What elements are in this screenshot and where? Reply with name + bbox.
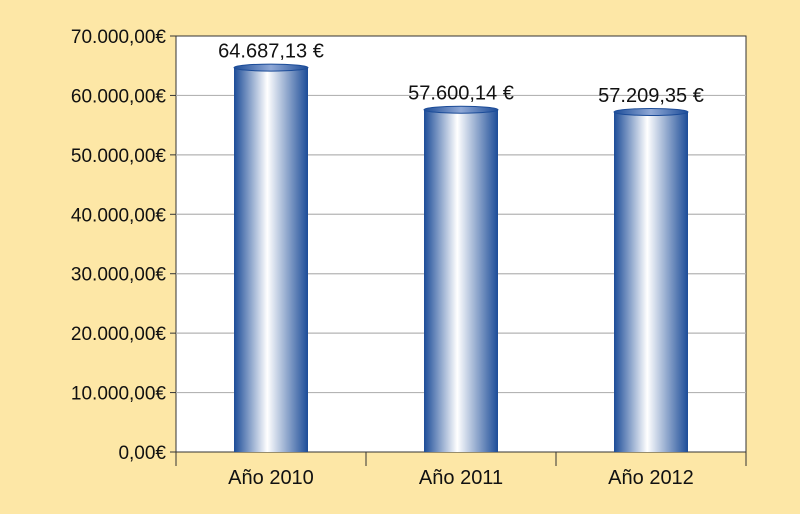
y-tick-label: 60.000,00€ bbox=[71, 86, 167, 107]
bar-cap bbox=[423, 105, 499, 114]
bar-value-label: 57.600,14 € bbox=[408, 83, 514, 105]
bar-cap bbox=[613, 108, 689, 117]
bar bbox=[234, 67, 308, 453]
y-tick-label: 30.000,00€ bbox=[71, 265, 167, 286]
y-tick-label: 50.000,00€ bbox=[71, 146, 167, 167]
labels: 0,00€ 10.000,00€ 20.000,00€ 30.000,00€ 40.00… bbox=[71, 27, 704, 489]
y-tick-label: 10.000,00€ bbox=[71, 384, 167, 405]
bars bbox=[233, 63, 689, 453]
axes bbox=[170, 35, 747, 466]
bar-cap bbox=[233, 63, 309, 72]
bar-value-label: 64.687,13 € bbox=[218, 41, 324, 63]
x-category-label: Año 2010 bbox=[228, 467, 314, 489]
y-tick-label: 20.000,00€ bbox=[71, 324, 167, 345]
y-tick-label: 70.000,00€ bbox=[71, 27, 167, 48]
x-category-label: Año 2012 bbox=[608, 467, 694, 489]
bar-value-label: 57.209,35 € bbox=[598, 85, 704, 107]
bar bbox=[614, 112, 688, 453]
x-category-label: Año 2011 bbox=[419, 467, 503, 489]
bar bbox=[424, 109, 498, 452]
y-tick-label: 40.000,00€ bbox=[71, 205, 167, 226]
y-tick-label: 0,00€ bbox=[118, 443, 166, 464]
